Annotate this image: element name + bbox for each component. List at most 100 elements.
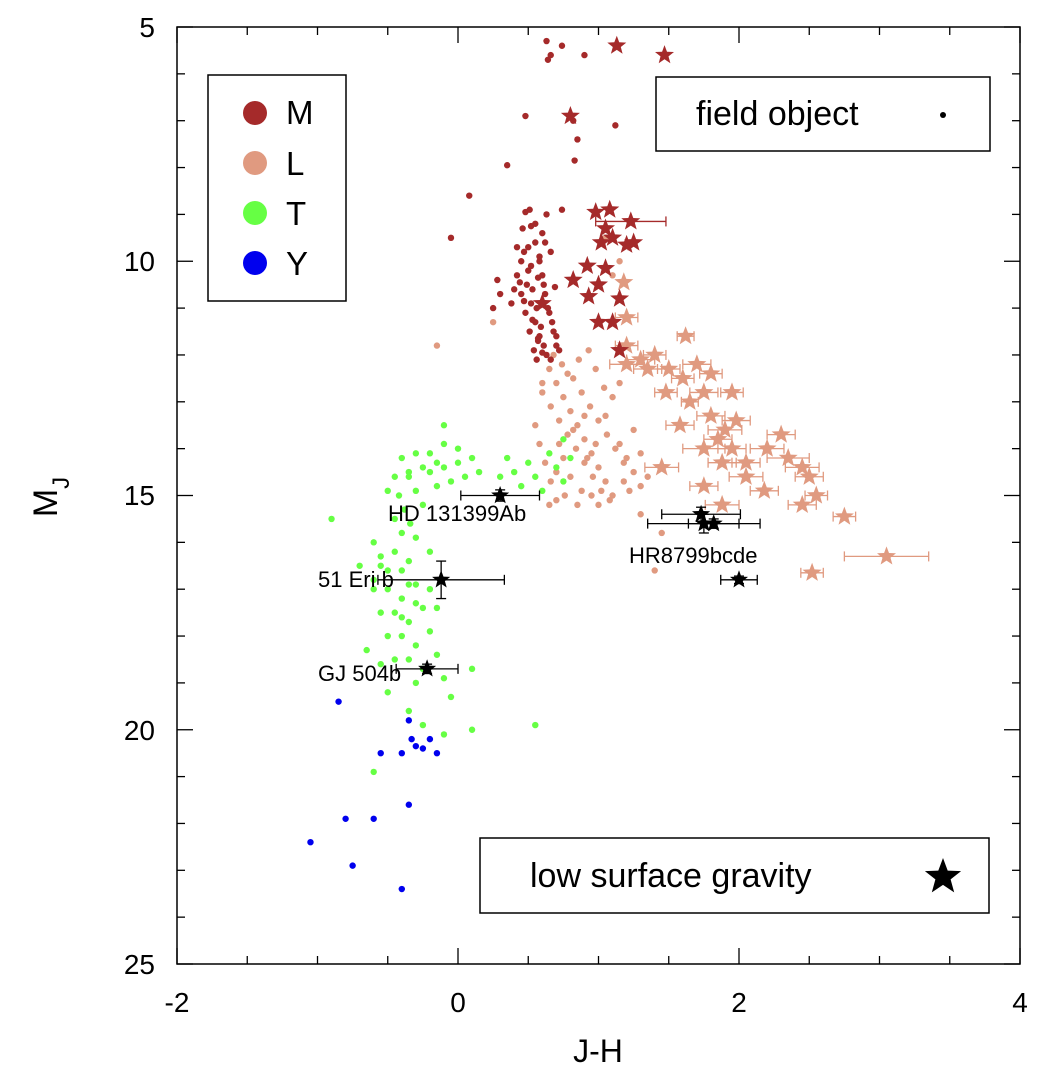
field-point-l <box>589 473 597 480</box>
field-point-m <box>511 286 518 293</box>
field-point-t <box>384 567 391 574</box>
field-point-y <box>398 885 405 893</box>
field-point-m <box>539 349 546 356</box>
field-point-t <box>398 454 405 462</box>
field-point-t <box>560 478 567 485</box>
field-point-l <box>584 454 591 462</box>
field-point-y <box>426 735 434 743</box>
field-point-t <box>384 632 391 640</box>
young-star-m <box>624 232 644 251</box>
field-point-t <box>370 768 377 776</box>
field-point-t <box>468 665 476 673</box>
young-star-m <box>603 312 623 331</box>
field-point-l <box>567 473 574 480</box>
legend-star-marker <box>924 858 962 893</box>
field-point-l <box>561 492 568 499</box>
field-point-m <box>548 318 556 326</box>
field-point-l <box>609 272 616 279</box>
legend-label-m: M <box>286 94 314 131</box>
field-point-l <box>592 365 599 373</box>
field-point-l <box>547 478 554 485</box>
planet-star <box>704 514 723 532</box>
field-point-y <box>307 838 314 846</box>
legend-label-t: T <box>286 195 306 232</box>
field-point-l <box>560 454 567 462</box>
field-point-m <box>547 356 554 363</box>
field-point-t <box>405 618 413 626</box>
field-point-l <box>547 403 554 410</box>
young-star-l <box>638 359 658 378</box>
legend-marker-l <box>243 151 267 175</box>
field-point-m <box>503 162 511 169</box>
field-point-m <box>539 229 546 237</box>
field-point-l <box>489 318 497 326</box>
field-point-t <box>412 642 420 649</box>
young-star-l <box>877 546 896 565</box>
young-star-l <box>673 368 693 387</box>
legend-field-object: field object <box>655 76 991 152</box>
young-star-l <box>792 457 812 476</box>
legend-marker-m <box>243 101 267 125</box>
field-point-y <box>398 749 405 757</box>
legend-field-object-marker <box>940 112 946 118</box>
legend-marker-t <box>243 201 267 225</box>
field-point-m <box>541 239 549 246</box>
field-point-y <box>405 801 413 808</box>
field-point-y <box>419 745 427 752</box>
field-point-y <box>412 742 420 750</box>
field-point-m <box>516 279 524 286</box>
field-point-t <box>433 604 441 612</box>
field-point-t <box>377 553 384 560</box>
field-point-m <box>526 206 533 213</box>
field-point-t <box>405 707 413 715</box>
field-point-m <box>571 157 578 164</box>
field-point-m <box>558 206 566 213</box>
field-point-t <box>398 614 405 621</box>
field-point-m <box>466 192 473 199</box>
field-point-t <box>426 548 434 555</box>
young-star-l <box>687 354 707 373</box>
field-point-m <box>537 323 545 331</box>
field-point-t <box>567 454 574 462</box>
planet-star <box>692 504 711 522</box>
planet-label: HR8799bcde <box>629 543 757 568</box>
field-point-m <box>494 276 501 284</box>
young-star-m <box>655 45 674 64</box>
field-point-m <box>540 342 547 349</box>
field-point-l <box>546 365 553 373</box>
field-point-t <box>412 581 420 588</box>
y-tick-label: 5 <box>139 12 155 43</box>
field-point-t <box>447 478 455 485</box>
field-point-l <box>541 459 549 466</box>
field-point-l <box>644 473 651 480</box>
young-star-m <box>591 232 611 251</box>
field-point-l <box>630 468 637 476</box>
young-star-m <box>589 312 608 331</box>
y-axis-label: MJ <box>27 477 75 517</box>
field-point-l <box>574 422 581 429</box>
field-point-l <box>536 440 543 448</box>
field-point-m <box>547 248 554 256</box>
field-point-t <box>433 459 441 466</box>
young-star-m <box>577 255 597 274</box>
field-point-m <box>532 239 539 246</box>
young-star-l <box>757 438 777 457</box>
y-axis-label-main: M <box>27 489 65 517</box>
field-point-m <box>555 347 563 354</box>
field-point-l <box>564 431 571 438</box>
field-point-l <box>570 426 577 434</box>
young-star-l <box>792 494 812 513</box>
svg-text:MJ: MJ <box>27 477 75 517</box>
young-star-m <box>610 340 630 359</box>
planet-star <box>730 570 748 588</box>
young-star-l <box>617 307 637 326</box>
field-point-m <box>612 122 619 129</box>
field-point-t <box>440 464 448 471</box>
field-point-t <box>328 515 335 523</box>
field-point-t <box>356 562 363 569</box>
x-tick-label: 0 <box>450 987 466 1018</box>
young-star-l <box>834 506 854 525</box>
field-point-l <box>539 389 546 396</box>
field-point-y <box>335 698 342 705</box>
young-star-m <box>607 35 627 54</box>
